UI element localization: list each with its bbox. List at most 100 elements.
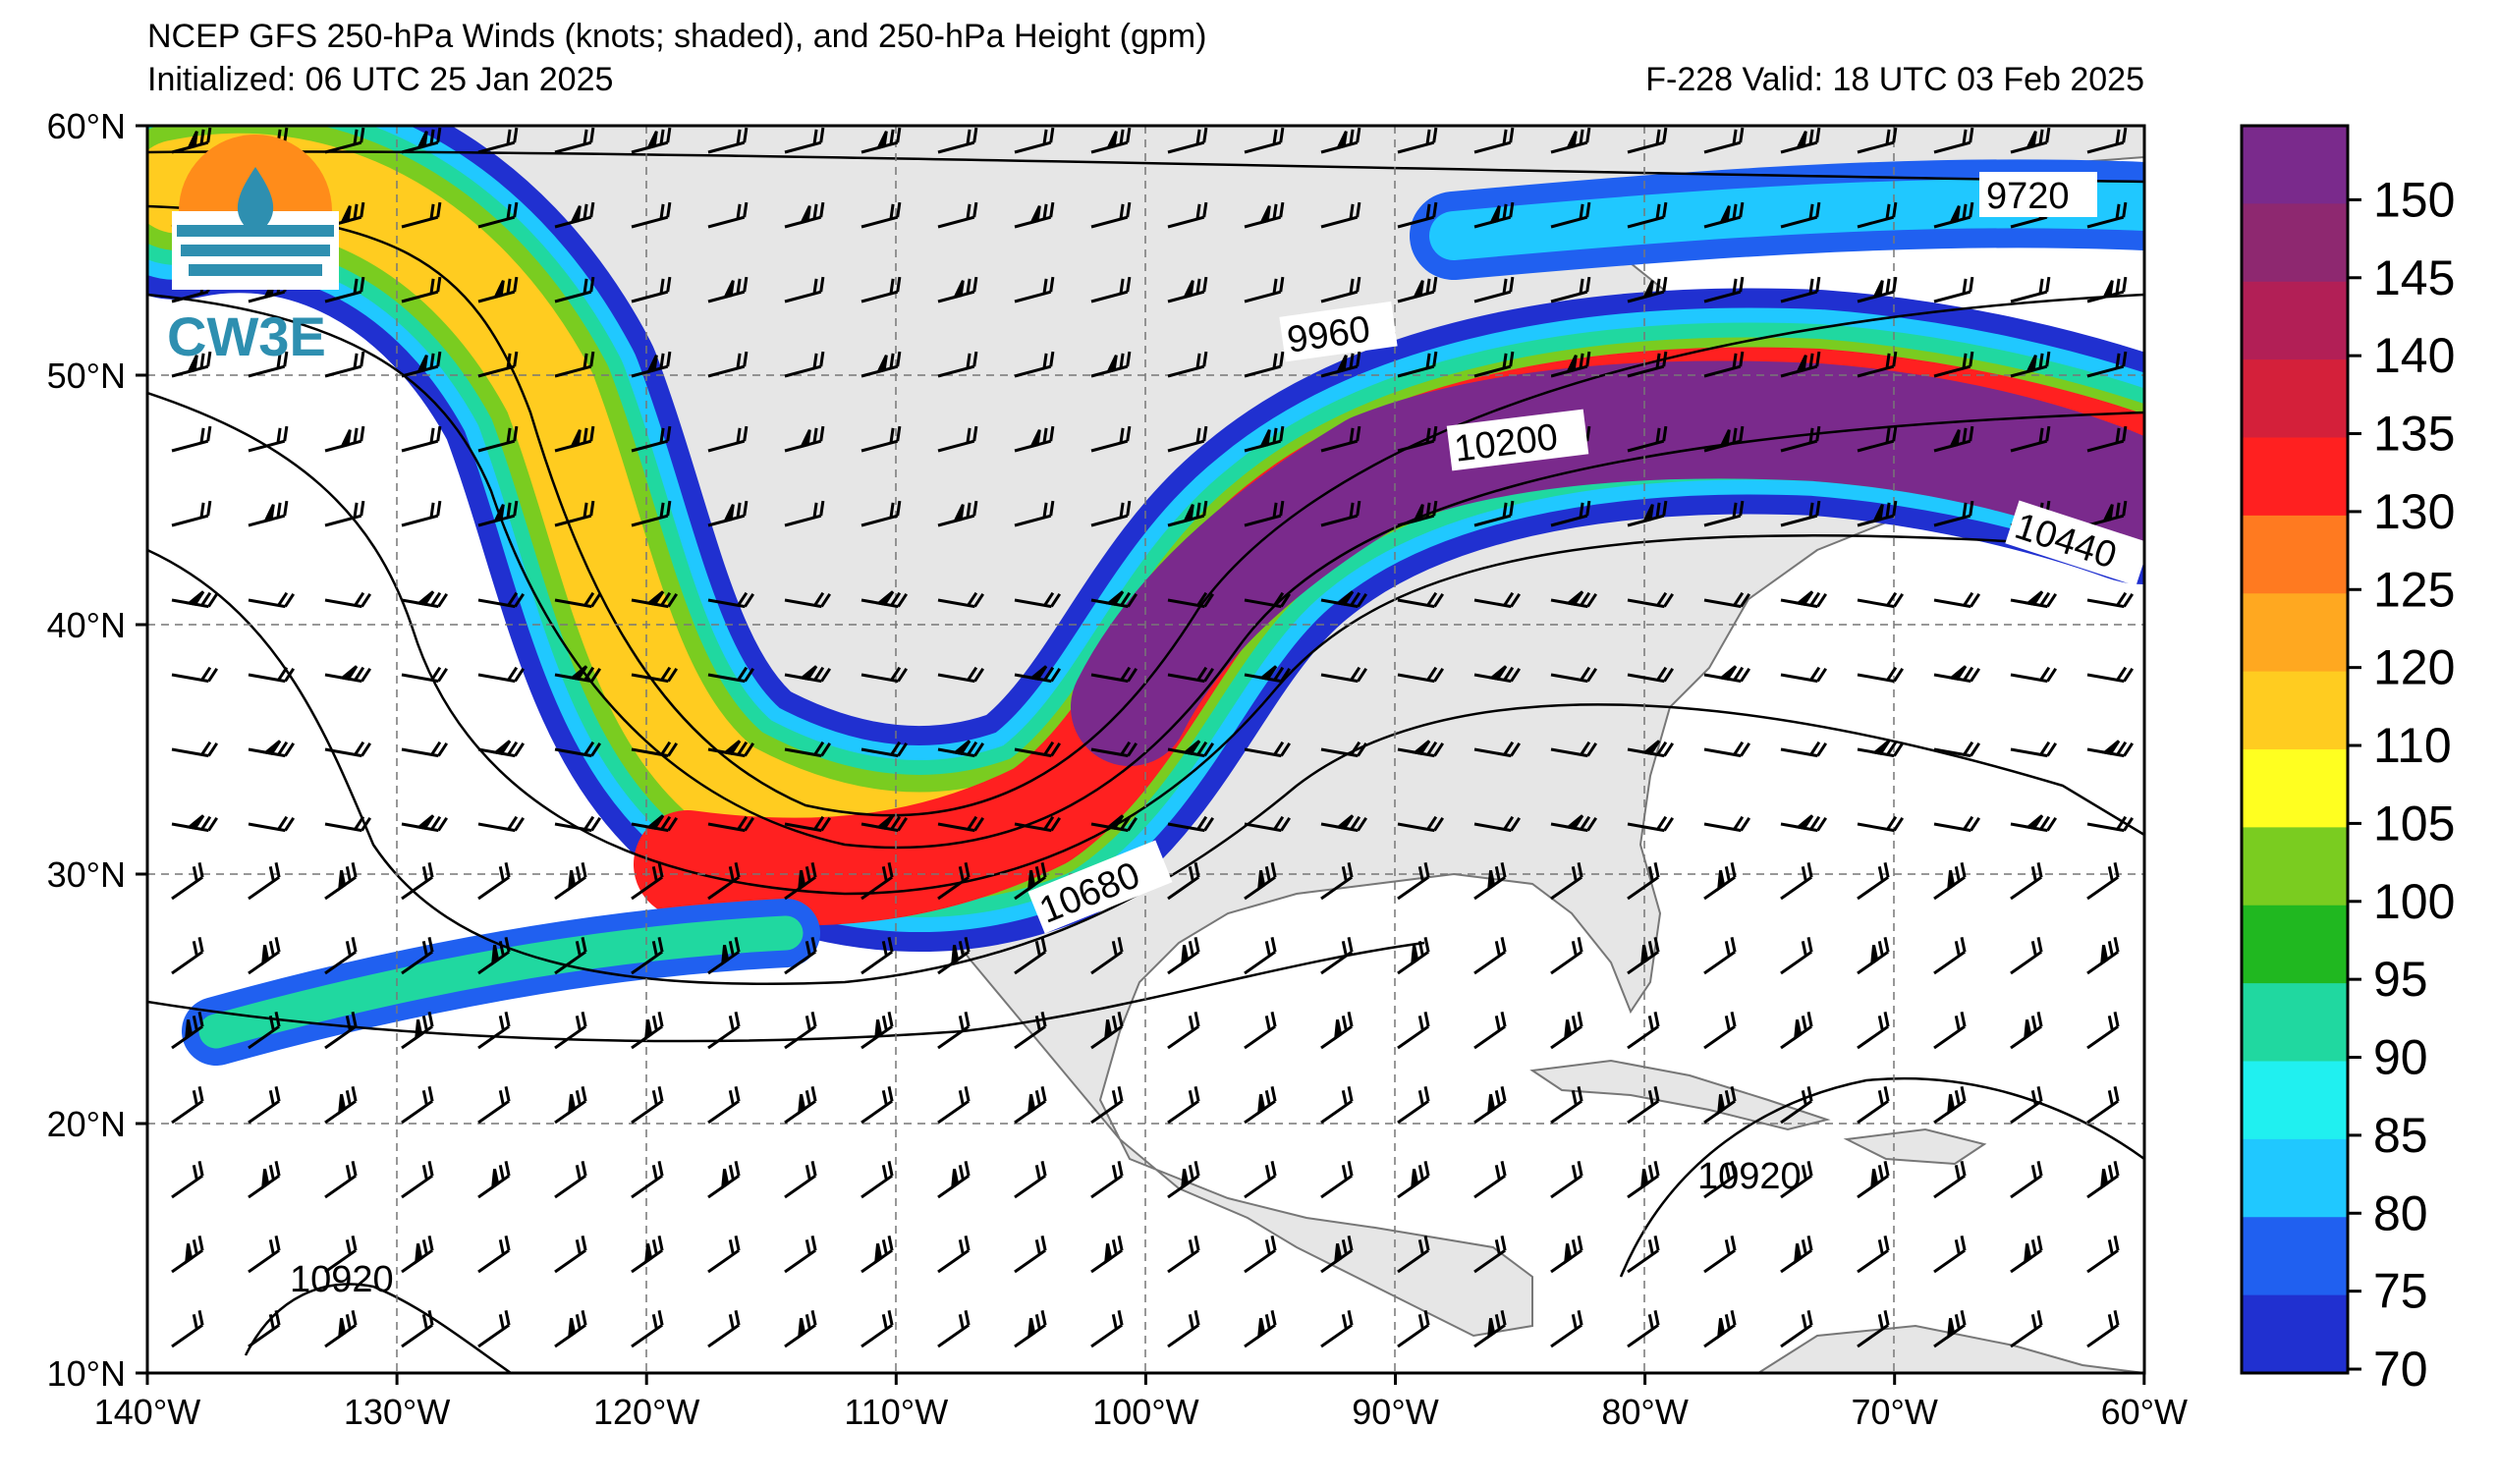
wind-barb <box>2086 1085 2120 1125</box>
colorbar-segment <box>2242 827 2348 907</box>
wind-barb <box>171 1085 204 1125</box>
wind-barb <box>2010 127 2051 154</box>
wind-barb <box>324 741 372 758</box>
wind-barb <box>1703 936 1737 975</box>
wind-barb <box>1933 1085 1967 1125</box>
wind-barb <box>1090 127 1132 154</box>
wind-barb <box>1780 1309 1813 1348</box>
wind-barb <box>1473 351 1515 378</box>
wind-barb <box>1320 276 1361 303</box>
wind-barb <box>937 425 978 453</box>
wind-barb <box>248 425 289 453</box>
wind-barb <box>1933 201 1974 229</box>
wind-barb <box>1090 741 1138 758</box>
wind-barb <box>1627 276 1668 303</box>
wind-barb <box>937 201 978 229</box>
wind-barb <box>784 425 825 453</box>
wind-barb <box>1090 666 1138 684</box>
wind-barb <box>1167 127 1208 154</box>
colorbar-segment <box>2242 281 2348 360</box>
contour-label-9720: 9720 <box>1986 176 2070 217</box>
wind-barb <box>2086 351 2128 378</box>
wind-barb <box>937 500 978 527</box>
wind-barb <box>2010 1011 2043 1050</box>
wind-barb <box>1933 936 1967 975</box>
wind-barb <box>1550 276 1591 303</box>
wind-barb <box>1473 815 1522 833</box>
wind-barb <box>860 814 909 833</box>
wind-barb <box>631 1309 664 1348</box>
wind-barb <box>1933 1309 1967 1348</box>
wind-barb <box>631 425 672 453</box>
lon-tick-label: 60°W <box>2101 1392 2188 1432</box>
wind-barb <box>860 127 902 154</box>
wind-barb <box>1857 936 1890 975</box>
wind-barb <box>1167 276 1208 303</box>
wind-barb <box>248 351 289 378</box>
wind-barb <box>401 814 449 833</box>
wind-barb <box>1014 815 1062 833</box>
wind-barb <box>1857 815 1905 833</box>
wind-barb <box>707 201 749 229</box>
wind-barb <box>1320 1011 1354 1050</box>
wind-barb <box>2010 1309 2043 1348</box>
wind-barb <box>784 815 832 833</box>
wind-barb <box>2086 201 2128 229</box>
wind-barb <box>1703 127 1745 154</box>
wind-barb <box>477 740 526 758</box>
colorbar-segment <box>2242 983 2348 1062</box>
wind-barb <box>1857 591 1905 609</box>
wind-barb <box>631 814 679 833</box>
colorbar-segment <box>2242 1294 2348 1374</box>
wind-barb <box>1780 127 1821 154</box>
wind-barb <box>1014 500 1055 527</box>
wind-barb <box>2010 1235 2043 1274</box>
wind-barb <box>1167 861 1200 901</box>
wind-barb <box>1167 815 1215 833</box>
wind-barb <box>324 276 365 303</box>
wind-barb <box>1473 276 1515 303</box>
wind-barb <box>784 665 832 684</box>
colorbar-segment <box>2242 671 2348 750</box>
wind-barb <box>477 201 519 229</box>
wind-barb <box>401 1085 434 1125</box>
wind-barb <box>1397 127 1438 154</box>
wind-barb <box>937 740 985 758</box>
wind-barb <box>1320 127 1361 154</box>
wind-barb <box>554 276 595 303</box>
wind-barb <box>401 741 449 758</box>
wind-barb <box>1703 201 1745 229</box>
wind-barb <box>324 1309 358 1348</box>
wind-barb <box>1933 276 1974 303</box>
wind-barb <box>248 1235 281 1274</box>
wind-barb <box>1627 201 1668 229</box>
wind-barb <box>1014 591 1062 609</box>
wind-barb <box>631 1160 664 1199</box>
lat-axis: 60°N 50°N 40°N 30°N 20°N 10°N <box>47 106 147 1394</box>
wind-barb <box>1703 1011 1737 1050</box>
wind-barb <box>554 861 587 901</box>
wind-barb <box>1857 276 1898 303</box>
wind-barb <box>1014 861 1047 901</box>
lat-tick-label: 20°N <box>47 1104 126 1144</box>
wind-barb <box>324 1160 358 1199</box>
wind-barb <box>1014 1085 1047 1125</box>
wind-barb <box>1167 351 1208 378</box>
wind-barb <box>1550 861 1583 901</box>
wind-barb <box>1397 861 1430 901</box>
wind-barb <box>1014 276 1055 303</box>
wind-barb <box>707 815 755 833</box>
wind-barb <box>1090 201 1132 229</box>
colorbar-tick-label: 125 <box>2373 562 2455 617</box>
wind-barb <box>171 741 219 758</box>
wind-barb <box>860 741 909 758</box>
wind-barb <box>554 1309 587 1348</box>
wind-barb <box>860 1011 894 1050</box>
wind-barb <box>2010 276 2051 303</box>
wind-barb <box>171 936 204 975</box>
wind-barb <box>1933 351 1974 378</box>
wind-barb <box>1780 741 1828 758</box>
wind-barb <box>2010 590 2058 609</box>
wind-barb <box>860 666 909 684</box>
wind-barb <box>1397 425 1438 453</box>
